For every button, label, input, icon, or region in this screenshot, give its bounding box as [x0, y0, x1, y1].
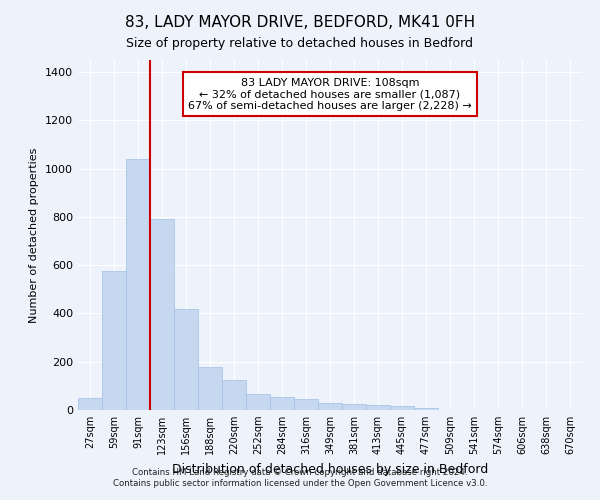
Bar	[294, 399, 318, 410]
Bar	[150, 220, 174, 410]
Bar	[270, 396, 294, 410]
Bar	[78, 398, 102, 410]
Bar	[414, 408, 438, 410]
Bar	[246, 394, 270, 410]
Bar	[198, 366, 222, 410]
Bar	[174, 308, 198, 410]
Text: 83 LADY MAYOR DRIVE: 108sqm
← 32% of detached houses are smaller (1,087)
67% of : 83 LADY MAYOR DRIVE: 108sqm ← 32% of det…	[188, 78, 472, 110]
Text: Contains HM Land Registry data © Crown copyright and database right 2024.
Contai: Contains HM Land Registry data © Crown c…	[113, 468, 487, 487]
Bar	[318, 403, 342, 410]
Bar	[390, 406, 414, 410]
Bar	[366, 405, 390, 410]
Text: 83, LADY MAYOR DRIVE, BEDFORD, MK41 0FH: 83, LADY MAYOR DRIVE, BEDFORD, MK41 0FH	[125, 15, 475, 30]
X-axis label: Distribution of detached houses by size in Bedford: Distribution of detached houses by size …	[172, 462, 488, 475]
Text: Size of property relative to detached houses in Bedford: Size of property relative to detached ho…	[127, 38, 473, 51]
Y-axis label: Number of detached properties: Number of detached properties	[29, 148, 40, 322]
Bar	[102, 271, 126, 410]
Bar	[222, 380, 246, 410]
Bar	[126, 159, 150, 410]
Bar	[342, 404, 366, 410]
